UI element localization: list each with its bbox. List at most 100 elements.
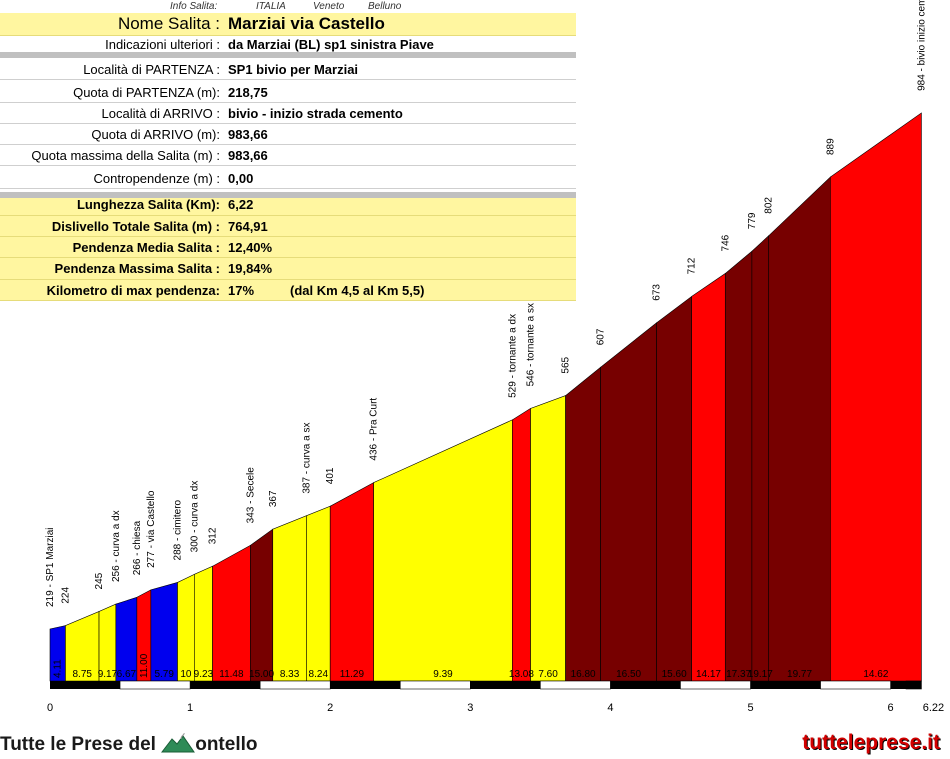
slope-label: 17.37 bbox=[726, 669, 751, 680]
altitude-label: 436 - Pra Curt bbox=[369, 398, 380, 461]
km-bar-dark bbox=[330, 681, 401, 689]
altitude-label: 224 bbox=[60, 587, 71, 604]
info-value: 0,00 bbox=[224, 171, 576, 186]
km-bar-dark bbox=[890, 681, 922, 689]
mountain-logo-icon bbox=[161, 733, 196, 753]
x-tick-label: 5 bbox=[747, 702, 753, 714]
slope-label: 11.00 bbox=[139, 653, 150, 678]
altitude-label: 529 - tornante a dx bbox=[507, 314, 518, 398]
info-value: 17% (dal Km 4,5 al Km 5,5) bbox=[224, 283, 576, 298]
slope-label: 19.17 bbox=[748, 669, 773, 680]
info-label: Quota di PARTENZA (m): bbox=[73, 84, 220, 100]
info-value: 983,66 bbox=[224, 127, 576, 142]
info-value-text: 983,66 bbox=[228, 147, 268, 163]
info-value-text: SP1 bivio per Marziai bbox=[228, 61, 359, 77]
profile-segment-23 bbox=[830, 112, 922, 682]
altitude-label: 343 - Secele bbox=[245, 467, 256, 524]
km-bar-light bbox=[680, 680, 751, 690]
sep-after-directions bbox=[0, 52, 576, 58]
max-gradient-row: Pendenza Massima Salita : 19,84% bbox=[0, 258, 576, 280]
x-tick-label: 6.22 bbox=[923, 702, 944, 714]
info-value-text: 17% bbox=[228, 282, 255, 298]
total-elevation-row: Dislivello Totale Salita (m) : 764,91 bbox=[0, 216, 576, 237]
altitude-label: 312 bbox=[208, 527, 219, 544]
start-altitude-row: Quota di PARTENZA (m): 218,75 bbox=[0, 82, 576, 103]
footer-site-link[interactable]: tutteleprese.it bbox=[802, 731, 940, 754]
slope-label: 8.33 bbox=[280, 669, 300, 680]
altitude-label: 746 bbox=[720, 234, 731, 251]
slope-label: 10 bbox=[180, 669, 192, 680]
info-header-country: ITALIA bbox=[256, 1, 286, 12]
profile-segment-5 bbox=[150, 582, 178, 682]
info-value-extra: (dal Km 4,5 al Km 5,5) bbox=[290, 282, 425, 298]
info-value: da Marziai (BL) sp1 sinistra Piave bbox=[224, 37, 576, 52]
length-row: Lunghezza Salita (Km): 6,22 bbox=[0, 194, 576, 216]
altitude-label: 607 bbox=[596, 328, 607, 345]
slope-label: 8.24 bbox=[309, 669, 329, 680]
slope-label: 8.75 bbox=[72, 669, 92, 680]
info-header-region: Veneto bbox=[313, 1, 345, 12]
info-label: Indicazioni ulteriori : bbox=[105, 37, 220, 52]
info-value: 19,84% bbox=[224, 261, 576, 276]
altitude-label: 245 bbox=[94, 572, 105, 589]
profile-segment-6 bbox=[177, 573, 195, 682]
info-value-text: 12,40% bbox=[228, 239, 273, 255]
km-bar-light bbox=[820, 680, 891, 690]
altitude-label: 367 bbox=[268, 490, 279, 507]
info-value-text: 0,00 bbox=[228, 170, 254, 186]
info-label: Località di PARTENZA : bbox=[83, 61, 220, 77]
info-label: Quota di ARRIVO (m): bbox=[91, 126, 220, 142]
slope-label: 16.50 bbox=[616, 669, 641, 680]
slope-label: 9.23 bbox=[194, 669, 214, 680]
info-value: 764,91 bbox=[224, 219, 576, 234]
altitude-label: 266 - chiesa bbox=[132, 520, 143, 575]
info-value: 983,66 bbox=[224, 148, 576, 163]
x-tick-label: 0 bbox=[47, 702, 53, 714]
slope-label: 19.77 bbox=[787, 669, 812, 680]
info-header: Info Salita: ITALIA Veneto Belluno bbox=[0, 0, 576, 13]
x-tick-label: 3 bbox=[467, 702, 473, 714]
info-label: Contropendenze (m) : bbox=[93, 170, 220, 186]
info-label: Pendenza Media Salita : bbox=[72, 239, 220, 255]
logo-text-right: ontello bbox=[195, 734, 258, 755]
km-bar-dark bbox=[190, 681, 261, 689]
info-value-text: 6,22 bbox=[228, 197, 254, 212]
info-value-text: da Marziai (BL) sp1 sinistra Piave bbox=[228, 37, 434, 52]
info-label: Pendenza Massima Salita : bbox=[54, 261, 220, 276]
profile-segment-19 bbox=[691, 272, 726, 682]
slope-label: 11.29 bbox=[340, 669, 365, 680]
altitude-label: 546 - tornante a sx bbox=[526, 303, 537, 386]
altitude-label: 256 - curva a dx bbox=[111, 510, 122, 582]
profile-segment-17 bbox=[600, 322, 657, 682]
logo-text-left: Tutte le Prese del bbox=[0, 734, 156, 755]
x-tick-label: 4 bbox=[607, 702, 613, 714]
sep-before-summary bbox=[0, 192, 576, 198]
max-gradient-km-row: Kilometro di max pendenza: 17% (dal Km 4,5… bbox=[0, 280, 576, 301]
profile-segment-21 bbox=[751, 235, 770, 682]
altitude-label: 219 - SP1 Marziai bbox=[45, 528, 56, 607]
info-value: bivio - inizio strada cemento bbox=[224, 106, 576, 121]
info-label: Nome Salita : bbox=[117, 14, 220, 33]
profile-segment-14 bbox=[512, 407, 531, 682]
altitude-label: 288 - cimitero bbox=[172, 499, 183, 560]
slope-label: 7.60 bbox=[538, 669, 558, 680]
km-bar-dark bbox=[610, 681, 681, 689]
altitude-label: 387 - curva a sx bbox=[301, 423, 312, 494]
altitude-label: 889 bbox=[825, 138, 836, 155]
climb-name-row: Nome Salita : Marziai via Castello bbox=[0, 13, 576, 36]
start-location-row: Località di PARTENZA : SP1 bivio per Marz… bbox=[0, 59, 576, 80]
km-bar-dark bbox=[470, 681, 541, 689]
slope-label: 14.62 bbox=[863, 669, 888, 680]
slope-label: 13.08 bbox=[509, 669, 534, 680]
info-value-text: Marziai via Castello bbox=[228, 14, 385, 33]
info-label: Località di ARRIVO : bbox=[101, 105, 221, 121]
end-altitude-row: Quota di ARRIVO (m): 983,66 bbox=[0, 124, 576, 145]
slope-label: 5.79 bbox=[154, 669, 174, 680]
average-gradient-row: Pendenza Media Salita : 12,40% bbox=[0, 237, 576, 258]
altitude-label: 401 bbox=[325, 467, 336, 484]
km-bar-dark bbox=[750, 681, 821, 689]
slope-label: 15.00 bbox=[249, 669, 274, 680]
profile-segment-13 bbox=[373, 419, 513, 682]
footer-logo: Tutte le Prese del ontello bbox=[0, 733, 258, 756]
profile-segment-9 bbox=[250, 528, 274, 682]
